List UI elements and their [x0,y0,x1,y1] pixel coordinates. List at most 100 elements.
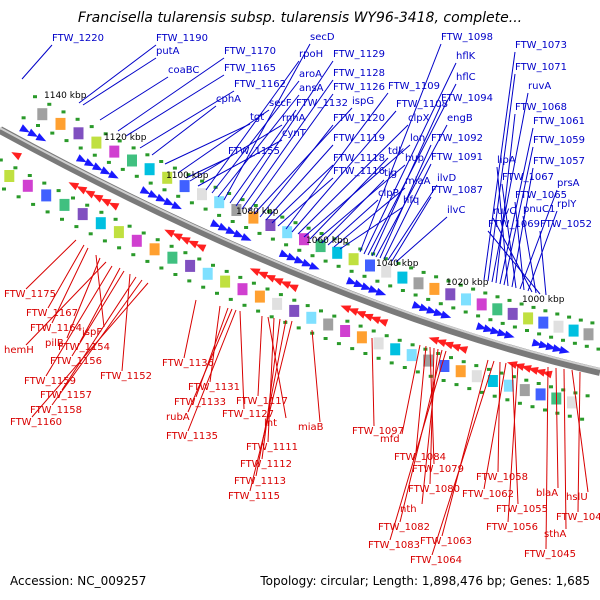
guide-dot [584,344,589,348]
reverse-gene-label: FTW_1164 [30,323,82,334]
guide-dot [530,405,535,409]
guide-dot [507,298,512,302]
guide-dot [145,153,150,157]
feature-tracks [0,95,600,421]
guide-dot [16,195,21,199]
kbp-tick-label: 1080 kbp [236,207,279,217]
forward-gene-leader [291,110,397,233]
reverse-gene-label: FTW_1152 [100,371,152,382]
guide-dot [511,375,516,379]
forward-gene-leader [217,94,300,198]
reverse-gene-label: FTW_1156 [50,356,102,367]
reverse-gene-label: miaB [298,422,324,433]
guide-dot [2,187,6,191]
forward-gene-leader [359,43,442,253]
feature-block [397,271,408,284]
forward-gene-label: FTW_1073 [515,40,567,51]
forward-gene-label: FTW_1094 [441,93,493,104]
feature-block [455,365,466,378]
feature-block [77,208,88,221]
forward-gene-label: FTW_1118 [333,153,385,164]
guide-dot [310,254,315,258]
forward-gene-leader [379,144,432,259]
kbp-tick-label: 1040 kbp [376,259,419,269]
reverse-gene-label: FTW_1133 [174,397,226,408]
guide-dot [293,221,298,225]
label-leaders [21,43,589,556]
forward-gene-label: FTW_1119 [333,133,385,144]
forward-gene-arrow [301,258,313,267]
forward-gene-arrow [163,197,175,206]
reverse-gene-leader [25,239,77,290]
guide-dot [106,160,111,164]
guide-dot [13,166,18,170]
guide-dot [211,263,215,267]
forward-gene-leader [309,157,389,240]
forward-gene-arrow [100,166,111,175]
feature-block [162,171,173,184]
reverse-gene-leader [261,318,281,460]
forward-gene-label: hflK [456,51,476,62]
forward-gene-leader [235,60,334,207]
forward-gene-leader [185,157,229,179]
guide-dot [409,266,414,270]
guide-dot [524,378,529,382]
reverse-gene-arrow [92,194,104,203]
guide-dot [197,257,202,261]
reverse-gene-label: sthA [544,529,566,540]
forward-gene-arrow [84,158,95,167]
forward-gene-label: rpoH [299,49,323,60]
reverse-gene-arrow [11,152,22,161]
accession-text: Accession: NC_009257 [10,574,146,588]
feature-block [406,349,417,362]
forward-gene-label: FTW_1132 [296,98,348,109]
reverse-gene-label: FTW_1045 [524,549,576,560]
reverse-gene-leader [497,361,501,473]
forward-gene-leader [496,166,509,287]
feature-block [202,267,213,280]
guide-dot [537,332,542,336]
forward-gene-label: ilvD [437,173,456,184]
guide-dot [0,158,3,162]
reverse-gene-arrow [347,308,359,316]
forward-gene-label: FTW_1059 [533,135,585,146]
feature-block [332,246,343,259]
reverse-gene-arrow [187,240,199,249]
forward-gene-arrow [19,124,30,133]
feature-block [553,320,564,333]
forward-gene-label: cynT [282,128,307,139]
guide-dot [384,334,389,338]
feature-block [390,343,401,356]
reverse-gene-label: FTW_1062 [462,489,514,500]
forward-gene-label: FTW_1120 [333,113,385,124]
forward-gene-label: coaBC [168,65,199,76]
reverse-gene-arrow [272,278,284,286]
reverse-gene-arrow [265,275,276,283]
reverse-gene-leader [401,344,421,435]
reverse-gene-leader [95,254,105,328]
feature-block [348,253,359,266]
guide-dot [36,124,40,127]
feature-block [231,204,242,216]
guide-dot [200,179,205,183]
guide-dot [400,289,405,292]
guide-dot [345,319,350,323]
reverse-gene-label: FTW_1111 [246,442,298,453]
feature-block [519,384,530,397]
reverse-gene-label: FTW_1135 [166,431,218,442]
reverse-gene-arrow [249,268,261,276]
guide-dot [159,266,164,270]
guide-dot [305,304,310,308]
guide-dot [189,201,194,205]
feature-block [282,226,293,239]
feature-block [214,196,225,209]
guide-dot [56,189,61,193]
guide-dot [358,324,363,328]
forward-gene-arrow [225,226,237,234]
guide-dot [396,261,401,265]
feature-block [272,297,283,310]
reverse-gene-leader [555,367,559,489]
reverse-gene-arrow [100,198,112,207]
forward-gene-label: FTW_1092 [431,133,483,144]
forward-gene-leader [21,44,53,80]
